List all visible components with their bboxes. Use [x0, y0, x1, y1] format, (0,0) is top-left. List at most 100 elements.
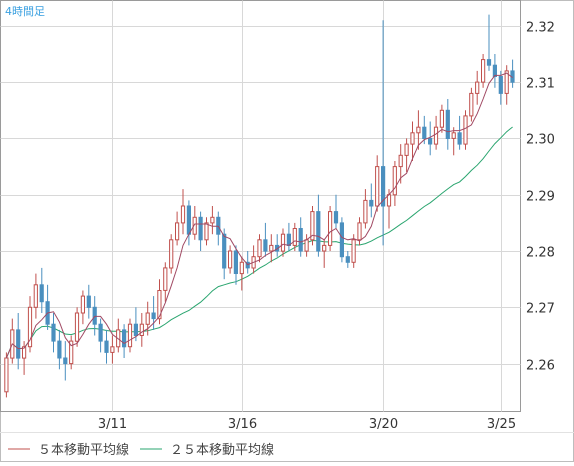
legend-ma5-label: ５本移動平均線: [38, 442, 129, 458]
candle-body-down: [369, 199, 374, 207]
candle-body-down: [298, 228, 303, 252]
candle-body-up: [210, 216, 215, 224]
candle-body-down: [186, 205, 192, 235]
candle-body-down: [457, 132, 462, 145]
ma5-line: [5, 72, 513, 359]
candle-body-down: [63, 357, 68, 365]
candle-body-up: [504, 70, 509, 94]
candle-body-down: [51, 323, 56, 342]
candle-body-up: [404, 143, 409, 156]
candles: [4, 14, 515, 398]
candle-body-up: [292, 228, 297, 246]
candle-body-up: [416, 126, 421, 134]
candle-body-up: [157, 290, 162, 320]
candle-body-up: [145, 312, 150, 325]
candle-body-down: [151, 312, 156, 320]
y-tick-label: 2.31: [526, 77, 555, 92]
candle-body-down: [345, 256, 350, 263]
y-tick-label: 2.26: [526, 359, 555, 374]
candle-body-down: [486, 59, 492, 66]
ma25-series: [5, 126, 513, 359]
timeframe-label: 4時間足: [5, 5, 45, 18]
candle-body-up: [139, 323, 144, 337]
y-tick-label: 2.29: [526, 190, 555, 205]
candle-body-down: [16, 329, 21, 359]
y-tick-label: 2.32: [526, 21, 555, 36]
plot-area: [0, 0, 521, 412]
candle-body-up: [451, 132, 456, 139]
candle-body-up: [475, 81, 480, 94]
candle-body-up: [180, 205, 186, 224]
y-tick-label: 2.30: [526, 133, 555, 148]
candle-body-down: [216, 216, 221, 235]
candle-body-up: [27, 306, 33, 348]
candle-body-down: [316, 211, 321, 252]
candle-body-down: [492, 64, 497, 77]
candle-body-down: [263, 239, 268, 252]
candle-body-up: [375, 166, 380, 207]
candle-body-up: [4, 357, 9, 393]
candle-body-down: [445, 109, 450, 140]
candle-body-up: [463, 115, 468, 145]
candle-body-up: [163, 267, 168, 291]
candle-body-down: [498, 76, 503, 94]
candle-body-up: [175, 222, 180, 241]
candle-body-up: [310, 211, 315, 241]
candle-body-up: [392, 166, 397, 196]
candle-body-up: [410, 132, 415, 145]
candle-body-up: [469, 92, 474, 117]
candle-body-up: [363, 199, 368, 224]
x-tick-label: 3/16: [228, 417, 257, 432]
candle-body-up: [322, 244, 327, 252]
legend-ma25-label: ２５本移動平均線: [170, 442, 274, 458]
candle-body-down: [333, 211, 339, 224]
candle-body-down: [133, 323, 139, 337]
y-axis-labels: 2.26 2.27 2.28 2.29 2.30 2.31 2.32: [526, 21, 555, 374]
candle-body-down: [286, 233, 291, 246]
candle-body-down: [339, 222, 344, 258]
candle-body-up: [69, 340, 74, 365]
candle-body-up: [33, 284, 38, 308]
candle-body-down: [381, 166, 386, 207]
candle-body-down: [122, 329, 127, 348]
candle-body-down: [428, 137, 433, 145]
x-tick-label: 3/11: [98, 417, 127, 432]
candle-body-up: [269, 244, 274, 252]
ma25-line: [5, 126, 513, 359]
candle-body-up: [351, 239, 356, 263]
candle-body-up: [304, 239, 309, 252]
candle-body-up: [481, 59, 486, 83]
candle-body-up: [439, 109, 444, 128]
candle-body-up: [22, 346, 27, 359]
ma5-series: [5, 72, 513, 359]
candle-body-up: [80, 295, 86, 314]
candle-body-up: [239, 261, 244, 275]
candle-body-up: [433, 126, 439, 145]
x-axis-labels: 3/11 3/16 3/20 3/25: [98, 417, 516, 432]
candle-body-down: [222, 233, 227, 269]
candle-body-up: [228, 250, 233, 269]
candle-body-down: [57, 340, 62, 359]
candle-body-up: [328, 211, 333, 246]
candle-body-down: [104, 340, 109, 353]
candle-body-down: [98, 323, 103, 342]
candle-body-up: [74, 312, 80, 342]
x-tick-label: 3/20: [369, 417, 398, 432]
x-tick-label: 3/25: [487, 417, 516, 432]
candle-body-up: [398, 154, 403, 168]
candle-body-up: [357, 222, 362, 241]
candle-body-up: [127, 323, 133, 348]
candle-body-down: [233, 250, 239, 274]
candle-body-up: [280, 233, 286, 252]
candle-body-up: [257, 239, 262, 258]
candle-body-up: [204, 222, 209, 241]
y-tick-label: 2.28: [526, 246, 555, 261]
candle-body-down: [92, 306, 97, 325]
candle-body-down: [39, 284, 44, 303]
candle-body-up: [110, 346, 115, 353]
candle-body-up: [192, 216, 197, 235]
candle-body-down: [422, 126, 427, 139]
candle-body-down: [86, 295, 91, 308]
